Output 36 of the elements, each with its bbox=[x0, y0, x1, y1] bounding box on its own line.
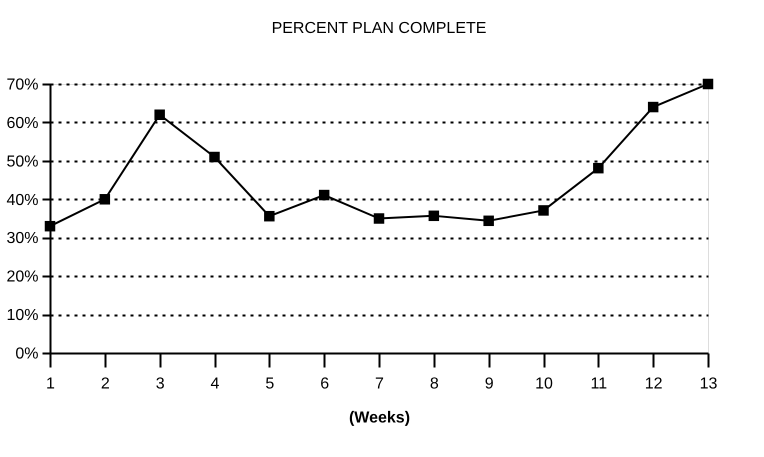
y-tick-label: 60% bbox=[6, 114, 38, 132]
x-tick-label: 12 bbox=[644, 376, 663, 392]
x-axis-title: (Weeks) bbox=[348, 410, 410, 426]
point bbox=[428, 210, 440, 222]
point bbox=[374, 213, 384, 224]
x-tick-label: 9 bbox=[484, 376, 494, 392]
x-tick-label: 6 bbox=[320, 376, 330, 392]
point bbox=[483, 216, 494, 226]
point bbox=[702, 78, 714, 90]
point bbox=[648, 102, 658, 112]
point bbox=[264, 210, 275, 222]
x-tick-label: 8 bbox=[430, 376, 439, 392]
point bbox=[154, 110, 165, 120]
point bbox=[538, 205, 549, 216]
x-tick-label: 2 bbox=[100, 376, 110, 392]
y-tick-label: 30% bbox=[6, 230, 38, 248]
y-tick-label: 70% bbox=[6, 76, 38, 94]
point bbox=[44, 220, 56, 232]
point bbox=[593, 162, 604, 174]
x-tick-label: 4 bbox=[210, 376, 220, 392]
x-tick-label: 10 bbox=[535, 376, 553, 392]
y-tick-label: 10% bbox=[6, 307, 38, 324]
y-tick-label: 50% bbox=[6, 153, 38, 170]
x-tick-label: 1 bbox=[46, 376, 56, 392]
y-tick-label: 20% bbox=[6, 268, 38, 286]
x-tick-label: 7 bbox=[375, 376, 384, 392]
chart-title: PERCENT PLAN COMPLETE bbox=[272, 20, 486, 37]
y-tick-label: 40% bbox=[6, 192, 38, 209]
x-tick-label: 3 bbox=[156, 376, 165, 392]
y-tick-label: 0% bbox=[15, 346, 38, 362]
x-tick-label: 13 bbox=[700, 376, 718, 392]
point bbox=[318, 190, 330, 200]
point bbox=[100, 194, 110, 205]
x-tick-label: 11 bbox=[590, 376, 608, 392]
x-tick-label: 5 bbox=[265, 376, 274, 392]
point bbox=[209, 152, 220, 162]
